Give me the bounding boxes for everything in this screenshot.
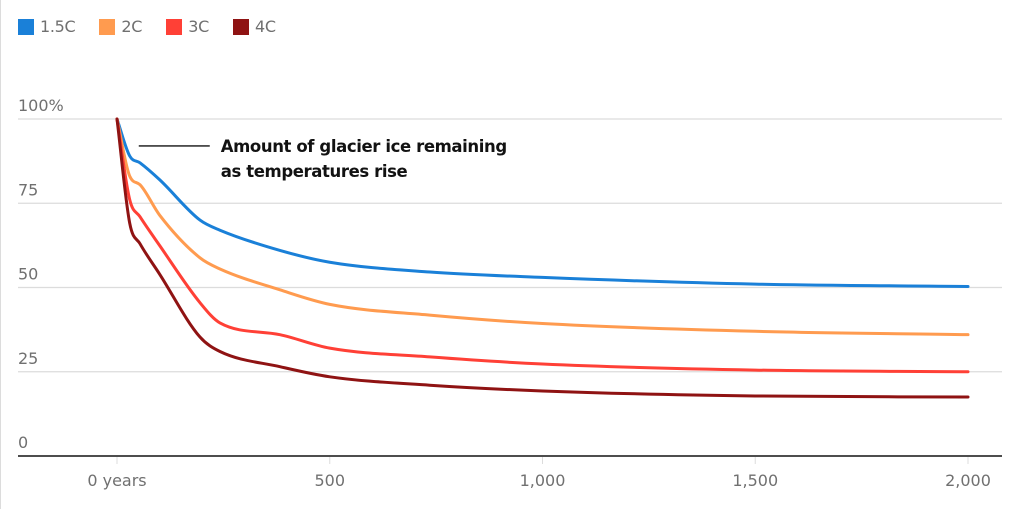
legend-item-2c: 2C xyxy=(99,17,142,36)
gridlines xyxy=(18,118,1002,457)
legend-label-2c: 2C xyxy=(121,17,143,36)
x-tick-label: 2,000 xyxy=(945,471,991,490)
series-line-1-5c xyxy=(115,117,970,288)
x-tick-label: 500 xyxy=(314,471,345,490)
y-tick-label: 75 xyxy=(18,180,38,199)
y-tick-label: 100% xyxy=(18,96,64,115)
legend-item-3c: 3C xyxy=(166,17,209,36)
x-axis-ticks: 0 years 500 1,000 1,500 2,000 xyxy=(87,457,991,490)
left-border xyxy=(0,0,1,509)
legend-swatch-1-5c xyxy=(18,18,34,35)
legend-label-4c: 4C xyxy=(254,17,276,36)
annotation-text-line-2: as temperatures rise xyxy=(221,162,408,181)
y-tick-label: 25 xyxy=(18,349,38,368)
legend-item-4c: 4C xyxy=(232,17,276,36)
legend-label-1-5c: 1.5C xyxy=(40,17,76,36)
series-line-2c xyxy=(115,117,970,337)
legend-label-3c: 3C xyxy=(188,17,209,36)
legend-swatch-3c xyxy=(166,18,183,35)
legend-swatch-2c xyxy=(99,18,116,35)
legend: 1.5C 2C 3C 4C xyxy=(18,17,300,36)
series-line-3c xyxy=(115,117,970,374)
x-tick-label: 1,500 xyxy=(732,471,778,490)
x-tick-label: 0 years xyxy=(87,471,146,490)
legend-item-1-5c: 1.5C xyxy=(18,17,76,36)
x-tick-label: 1,000 xyxy=(520,471,566,490)
y-tick-label: 50 xyxy=(18,265,38,284)
legend-swatch-4c xyxy=(232,18,249,35)
y-tick-label: 0 xyxy=(18,433,28,452)
series-line-4c xyxy=(115,117,970,399)
y-axis-ticks: 100% 75 50 25 0 xyxy=(18,96,64,452)
annotation: Amount of glacier ice remaining as tempe… xyxy=(138,137,507,181)
series-lines xyxy=(115,117,970,399)
annotation-text-line-1: Amount of glacier ice remaining xyxy=(221,137,507,156)
